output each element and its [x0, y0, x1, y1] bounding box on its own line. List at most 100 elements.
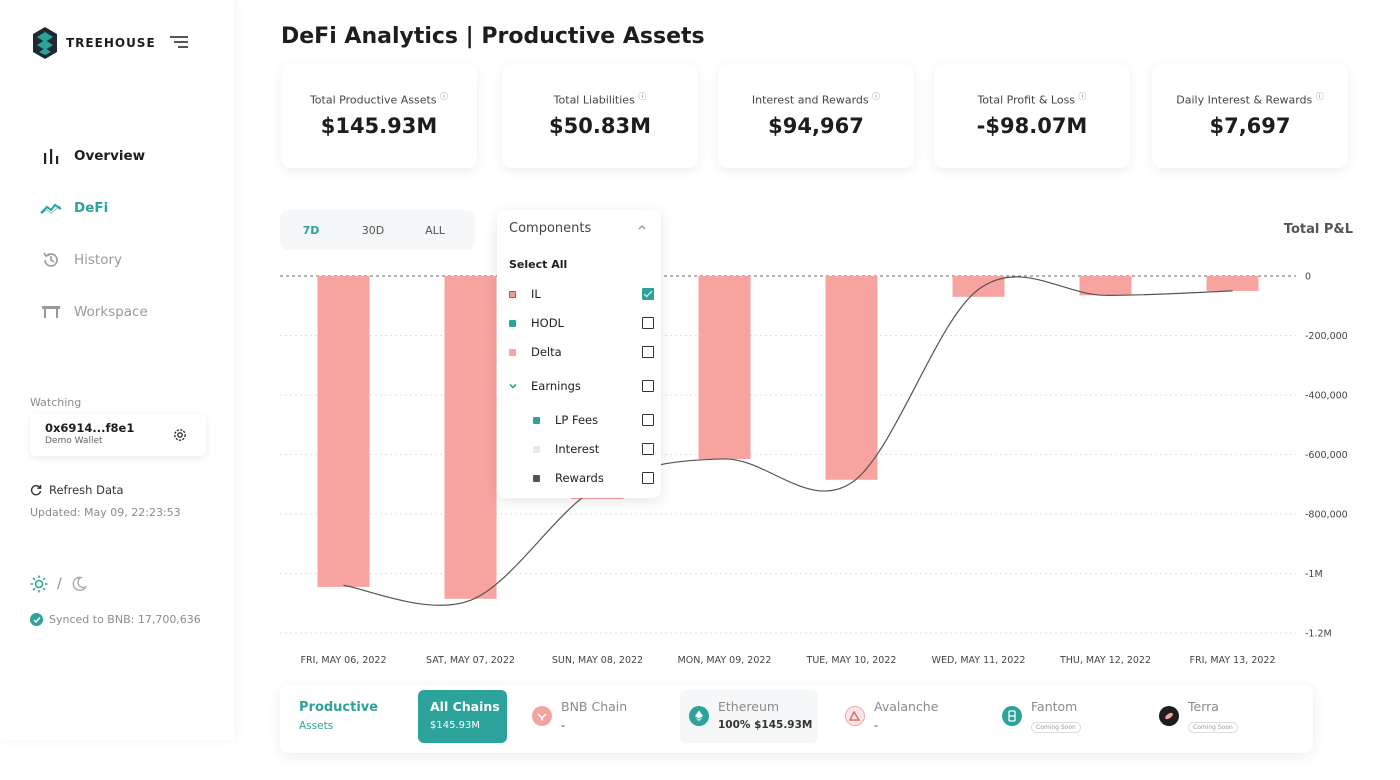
component-label: Rewards	[555, 471, 604, 485]
select-all-option[interactable]: Select All	[509, 258, 568, 271]
component-option-hodl[interactable]: HODL	[509, 315, 659, 331]
wallet-address: 0x6914...f8e1	[45, 421, 135, 435]
component-option-lp-fees[interactable]: LP Fees	[533, 412, 659, 428]
il-swatch	[509, 290, 516, 298]
nav-item-overview[interactable]: Overview	[40, 140, 148, 172]
bar-chart-icon	[40, 147, 62, 165]
components-dropdown: Components Select All IL HODL Delta Earn…	[497, 210, 661, 498]
y-tick-label: -1.2M	[1305, 629, 1332, 640]
bnb-icon	[532, 706, 552, 726]
chevron-down-icon[interactable]	[509, 383, 517, 389]
refresh-data-button[interactable]: Refresh Data	[30, 483, 124, 497]
x-tick-label: WED, MAY 11, 2022	[932, 655, 1026, 666]
component-option-il[interactable]: IL	[509, 286, 659, 302]
theme-separator: /	[57, 576, 62, 592]
stat-value: $50.83M	[549, 113, 651, 138]
nav-label-defi: DeFi	[74, 200, 109, 216]
trend-line-icon	[40, 199, 62, 217]
info-icon[interactable]: ⓘ	[638, 92, 647, 101]
tab-all[interactable]: ALL	[425, 223, 445, 237]
tab-30d[interactable]: 30D	[361, 223, 385, 237]
coming-soon-badge: Coming Soon	[1188, 722, 1238, 733]
updated-timestamp: Updated: May 09, 22:23:53	[30, 506, 181, 519]
component-label: HODL	[531, 316, 564, 330]
chain-bnb[interactable]: BNB Chain -	[532, 690, 652, 743]
rewards-checkbox[interactable]	[642, 472, 654, 484]
chain-ethereum[interactable]: Ethereum 100% $145.93M	[680, 690, 818, 743]
chain-selector-bar: Productive Assets All Chains $145.93M BN…	[280, 685, 1313, 753]
wallet-card[interactable]: 0x6914...f8e1 Demo Wallet	[30, 414, 206, 456]
x-tick-label: FRI, MAY 13, 2022	[1190, 655, 1276, 666]
chain-avalanche[interactable]: Avalanche -	[845, 690, 965, 743]
info-icon[interactable]: ⓘ	[1315, 92, 1324, 101]
history-icon	[40, 251, 62, 269]
pl-bar	[698, 276, 751, 459]
hodl-checkbox[interactable]	[642, 317, 654, 329]
stat-value: $94,967	[768, 113, 864, 138]
components-dropdown-toggle[interactable]: Components	[509, 221, 592, 236]
menu-toggle-icon[interactable]	[170, 36, 188, 50]
pl-bar	[952, 276, 1005, 297]
nav-label-history: History	[74, 252, 123, 268]
avalanche-icon	[845, 706, 865, 726]
all-chains-button[interactable]: All Chains $145.93M	[418, 690, 507, 743]
sidebar: TREEHOUSE Overview DeFi History Workspa	[0, 0, 234, 740]
component-label: Earnings	[531, 379, 581, 393]
refresh-icon	[30, 485, 42, 496]
pl-bar	[1206, 276, 1259, 291]
hodl-swatch	[509, 319, 516, 327]
check-circle-icon	[30, 613, 43, 626]
y-tick-label: -400,000	[1305, 391, 1348, 402]
stat-card-productive-assets: Total Productive Assets ⓘ $145.93M	[281, 64, 477, 168]
moon-icon[interactable]	[71, 576, 87, 592]
chain-name: Avalanche	[874, 699, 939, 714]
terra-icon	[1159, 706, 1179, 726]
stat-label: Total Productive Assets	[309, 93, 437, 107]
info-icon[interactable]: ⓘ	[1078, 92, 1087, 101]
delta-checkbox[interactable]	[642, 346, 654, 358]
component-label: IL	[531, 287, 541, 301]
component-label: LP Fees	[555, 413, 599, 427]
gear-icon[interactable]	[172, 427, 188, 443]
sun-icon[interactable]	[30, 575, 48, 593]
pl-line	[343, 276, 1233, 606]
all-chains-label: All Chains	[430, 699, 500, 714]
lp-fees-checkbox[interactable]	[642, 414, 654, 426]
info-icon[interactable]: ⓘ	[872, 92, 881, 101]
pl-bar	[317, 276, 370, 587]
x-tick-label: TUE, MAY 10, 2022	[806, 655, 897, 666]
il-checkbox[interactable]	[642, 288, 654, 300]
stat-card-liabilities: Total Liabilities ⓘ $50.83M	[502, 64, 698, 168]
info-icon[interactable]: ⓘ	[440, 92, 449, 101]
rewards-swatch	[533, 474, 540, 482]
y-tick-label: -200,000	[1305, 331, 1348, 342]
stat-card-interest-rewards: Interest and Rewards ⓘ $94,967	[718, 64, 914, 168]
tab-7d[interactable]: 7D	[302, 223, 320, 237]
interest-checkbox[interactable]	[642, 443, 654, 455]
earnings-checkbox[interactable]	[642, 380, 654, 392]
stat-value: -$98.07M	[976, 113, 1088, 138]
sync-status: Synced to BNB: 17,700,636	[30, 613, 201, 626]
chain-bar-subtitle: Assets	[299, 720, 334, 732]
component-option-interest[interactable]: Interest	[533, 441, 659, 457]
chain-value: -	[561, 719, 565, 732]
chain-name: Terra	[1188, 699, 1219, 714]
chevron-up-icon[interactable]	[637, 223, 647, 231]
nav-item-history[interactable]: History	[40, 244, 148, 276]
nav-item-workspace[interactable]: Workspace	[40, 296, 148, 328]
component-label: Delta	[531, 345, 562, 359]
pl-bar	[1079, 276, 1132, 296]
delta-swatch	[509, 348, 516, 356]
logo[interactable]: TREEHOUSE	[32, 26, 156, 60]
chain-terra[interactable]: Terra Coming Soon	[1159, 690, 1279, 743]
nav-item-defi[interactable]: DeFi	[40, 192, 148, 224]
pl-bar	[825, 276, 878, 480]
stat-label: Total Profit & Loss	[977, 93, 1076, 107]
component-option-delta[interactable]: Delta	[509, 344, 659, 360]
component-option-earnings[interactable]: Earnings	[509, 378, 659, 394]
chain-fantom[interactable]: Fantom Coming Soon	[1002, 690, 1122, 743]
sync-status-text: Synced to BNB: 17,700,636	[49, 613, 201, 626]
x-tick-label: FRI, MAY 06, 2022	[301, 655, 387, 666]
component-option-rewards[interactable]: Rewards	[533, 470, 659, 486]
